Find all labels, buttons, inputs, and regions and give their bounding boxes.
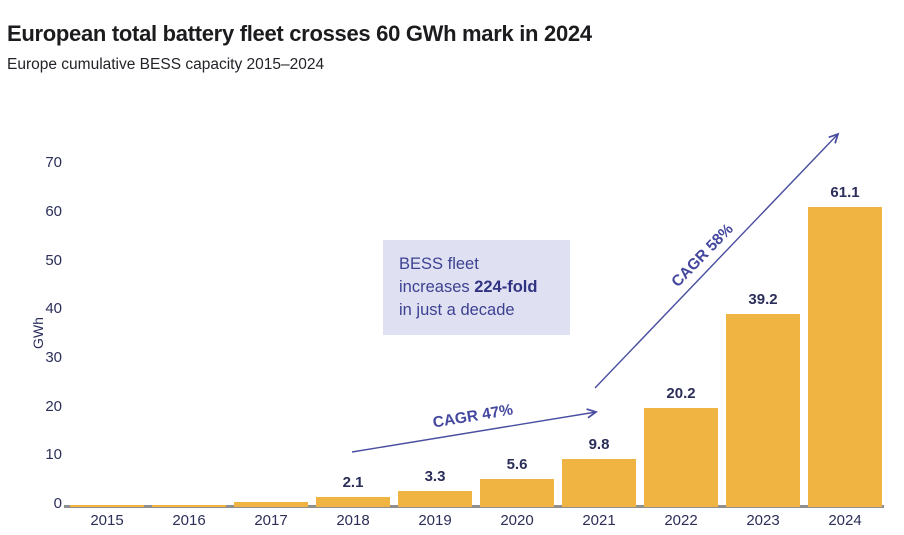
annotation-line-3: in just a decade [399,301,515,319]
bar-value-label: 20.2 [666,384,696,402]
bar-value-label: 61.1 [830,183,860,201]
y-tick-label: 70 [45,154,62,172]
x-axis-line [64,505,884,508]
bar-2024 [808,206,882,507]
x-tick-label: 2023 [746,512,780,529]
x-tick-label: 2019 [418,512,452,529]
bar-2021 [562,458,636,507]
y-axis-label: GWh [30,317,46,349]
bar-2017 [234,502,308,507]
bar-value-label: 3.3 [424,467,446,485]
x-tick-label: 2021 [582,512,616,529]
y-tick-label: 10 [45,446,62,464]
y-tick-label: 60 [45,202,62,220]
x-tick-label: 2018 [336,512,370,529]
annotation-bold-value: 224-fold [474,278,538,296]
bar-value-label: 2.1 [342,473,364,491]
x-tick-label: 2015 [90,512,124,529]
annotation-line-2: increases [399,278,475,296]
y-tick-label: 0 [53,495,62,512]
bar-2022 [644,407,718,507]
chart-subtitle: Europe cumulative BESS capacity 2015–202… [7,56,325,73]
y-tick-label: 40 [45,300,62,318]
bar-value-label: 39.2 [748,291,778,309]
chart-title: European total battery fleet crosses 60 … [7,20,592,46]
bar-value-label: 9.8 [588,435,610,453]
bar-2020 [480,479,554,507]
x-tick-label: 2020 [500,512,534,529]
y-tick-label: 20 [45,397,62,415]
bar-2019 [398,490,472,507]
x-tick-label: 2016 [172,512,206,529]
y-tick-label: 50 [45,251,62,269]
bar-2018 [316,496,390,507]
bar-value-label: 5.6 [506,456,528,474]
x-tick-label: 2024 [828,512,862,529]
bar-2023 [726,314,800,507]
annotation-box: BESS fleet increases 224-fold in just a … [383,240,570,335]
x-tick-label: 2017 [254,512,288,529]
bar-2015 [70,505,144,507]
bar-2016 [152,504,226,507]
plot-area: 2015 2016 2017 2.1 2018 3.3 2019 5.6 2020 9.8 2021… [66,140,886,529]
annotation-line-1: BESS fleet [399,255,479,273]
x-tick-label: 2022 [664,512,698,529]
y-tick-label: 30 [45,348,62,366]
